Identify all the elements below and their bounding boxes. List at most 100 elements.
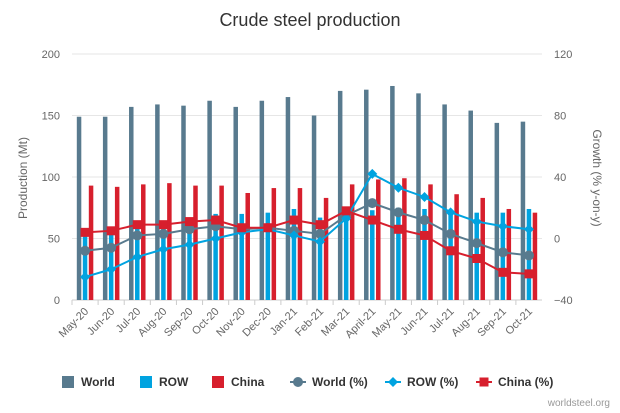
legend-marker-china xyxy=(479,377,489,387)
point-world xyxy=(367,198,378,209)
point-china xyxy=(158,220,168,230)
bar-world xyxy=(285,97,291,300)
bar-china xyxy=(141,184,146,300)
bar-china xyxy=(428,184,433,300)
point-china xyxy=(132,220,142,230)
legend-marker-row xyxy=(388,377,398,387)
y-left-tick-label: 0 xyxy=(54,295,60,307)
y-right-tick-label: 0 xyxy=(554,234,560,246)
line-group xyxy=(80,168,534,282)
bar-china xyxy=(480,197,485,300)
point-china xyxy=(446,246,456,256)
bar-world xyxy=(207,100,212,301)
bar-china xyxy=(167,183,172,300)
bar-group xyxy=(76,85,538,301)
bar-world xyxy=(102,116,108,300)
bar-row xyxy=(422,208,427,300)
point-world xyxy=(497,247,508,258)
y-left-tick-label: 50 xyxy=(48,234,60,246)
point-world xyxy=(445,228,456,239)
legend-swatch-world xyxy=(62,376,74,388)
bar-world xyxy=(76,116,82,300)
point-china xyxy=(341,206,351,216)
legend: World ROW China World (%) ROW (%) China (%) xyxy=(62,375,553,389)
bar-china xyxy=(506,208,512,300)
point-row xyxy=(315,236,326,247)
legend-label-row: ROW xyxy=(159,375,189,389)
point-row xyxy=(80,271,91,282)
y-left-tick-label: 200 xyxy=(42,49,60,61)
x-tick-label: Sep-20 xyxy=(162,306,196,340)
point-world xyxy=(419,215,430,226)
point-world xyxy=(471,238,482,249)
point-world xyxy=(184,224,195,235)
point-china xyxy=(315,220,325,230)
point-china xyxy=(472,253,482,263)
chart-title: Crude steel production xyxy=(219,10,400,30)
bar-china xyxy=(323,197,329,300)
bar-world xyxy=(390,85,395,300)
bar-world xyxy=(442,104,447,301)
point-china xyxy=(393,224,403,234)
y-axis-left-title: Production (Mt) xyxy=(16,137,30,219)
bar-world xyxy=(494,122,500,300)
x-axis: May-20Jun-20Jul-20Aug-20Sep-20Oct-20Nov-… xyxy=(57,300,535,341)
point-china xyxy=(263,223,273,233)
point-row xyxy=(367,168,378,179)
point-row xyxy=(106,264,117,275)
point-china xyxy=(367,215,377,225)
bar-china xyxy=(271,188,277,300)
x-tick-label: Feb-21 xyxy=(293,306,326,339)
legend-label-row: ROW (%) xyxy=(407,375,458,389)
bar-world xyxy=(364,89,369,300)
x-tick-label: Jun-20 xyxy=(85,306,117,338)
bar-china xyxy=(349,184,355,300)
source-credit: worldsteel.org xyxy=(547,398,610,409)
line-row xyxy=(84,172,530,278)
bar-china xyxy=(219,185,224,300)
y-right-tick-label: −40 xyxy=(554,295,573,307)
bar-row xyxy=(161,222,166,300)
bar-row xyxy=(291,208,297,300)
bar-china xyxy=(245,192,250,300)
point-row xyxy=(445,207,456,218)
bar-world xyxy=(416,93,421,300)
bar-row xyxy=(213,213,218,300)
x-tick-label: May-21 xyxy=(370,306,404,340)
bar-row xyxy=(187,220,192,300)
point-china xyxy=(237,223,247,233)
bar-world xyxy=(181,105,186,300)
point-row xyxy=(288,230,299,241)
bar-row xyxy=(396,207,401,300)
point-china xyxy=(185,217,194,227)
bar-china xyxy=(297,188,303,300)
bar-china xyxy=(88,185,94,300)
y-left-tick-label: 150 xyxy=(42,111,60,123)
point-world xyxy=(106,242,117,253)
y-right-tick-label: 120 xyxy=(554,49,572,61)
bar-world xyxy=(337,90,343,301)
x-tick-label: Sep-21 xyxy=(475,306,509,340)
point-world xyxy=(80,245,91,256)
point-row xyxy=(419,191,430,202)
point-world xyxy=(315,228,326,239)
point-china xyxy=(498,267,508,277)
point-row xyxy=(523,224,534,235)
line-china xyxy=(84,209,530,275)
line-world xyxy=(84,202,530,257)
point-world xyxy=(393,207,404,218)
point-china xyxy=(289,215,299,225)
legend-swatch-china xyxy=(212,376,224,388)
bar-world xyxy=(311,115,317,300)
bar-world xyxy=(129,106,134,300)
legend-label-world: World (%) xyxy=(312,375,368,389)
bar-china xyxy=(114,186,120,300)
legend-swatch-row xyxy=(140,376,152,388)
y-axis-left: 0 50 100 150 200 xyxy=(42,49,60,307)
point-china xyxy=(420,230,429,240)
point-world xyxy=(158,228,169,239)
point-world xyxy=(523,250,534,261)
x-tick-label: May-20 xyxy=(57,306,91,340)
point-china xyxy=(211,215,221,225)
bar-row xyxy=(82,231,88,300)
